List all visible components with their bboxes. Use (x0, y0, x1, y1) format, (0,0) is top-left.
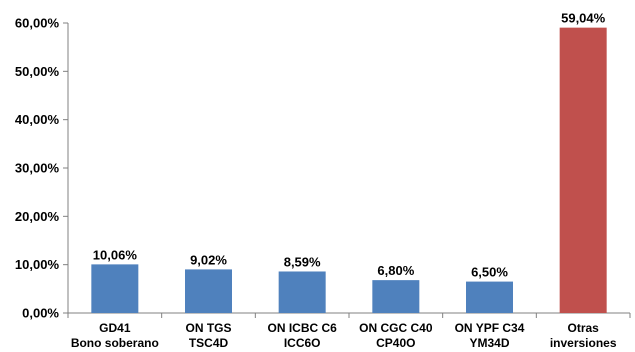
y-tick-label: 30,00% (15, 161, 60, 176)
x-tick-label: ICC6O (284, 336, 321, 350)
x-tick-label: CP40O (376, 336, 415, 350)
data-label: 59,04% (561, 11, 606, 26)
chart-axes: 0,00% 10,00% 20,00% 30,00% 40,00% 50,00% 60,00… (15, 16, 631, 321)
bar (278, 271, 326, 313)
x-tick-label: Bono soberano (71, 336, 159, 350)
chart-bars (91, 27, 607, 313)
x-tick-label: ON YPF C34 (455, 321, 525, 335)
x-tick-label: GD41 (99, 321, 131, 335)
data-label: 6,80% (377, 263, 414, 278)
y-tick-label: 10,00% (15, 257, 60, 272)
x-tick-label: YM34D (469, 336, 509, 350)
y-tick-label: 0,00% (22, 306, 59, 321)
data-label: 6,50% (471, 265, 508, 280)
data-label: 9,02% (190, 252, 227, 267)
bar (372, 280, 420, 313)
bar (91, 264, 139, 313)
x-tick-label: ON TGS (185, 321, 231, 335)
x-tick-label: Otras (567, 321, 599, 335)
x-tick-label: TSC4D (189, 336, 229, 350)
x-tick-label: ON CGC C40 (359, 321, 433, 335)
y-tick-label: 20,00% (15, 209, 60, 224)
y-tick-label: 50,00% (15, 64, 60, 79)
bar (185, 269, 232, 313)
y-tick-label: 40,00% (15, 112, 60, 127)
bar (466, 281, 513, 313)
x-tick-label: ON ICBC C6 (267, 321, 337, 335)
x-tick-label: inversiones (550, 336, 617, 350)
bar (559, 27, 607, 313)
y-tick-label: 60,00% (15, 16, 60, 31)
data-label: 8,59% (284, 254, 321, 269)
data-label: 10,06% (93, 247, 138, 262)
